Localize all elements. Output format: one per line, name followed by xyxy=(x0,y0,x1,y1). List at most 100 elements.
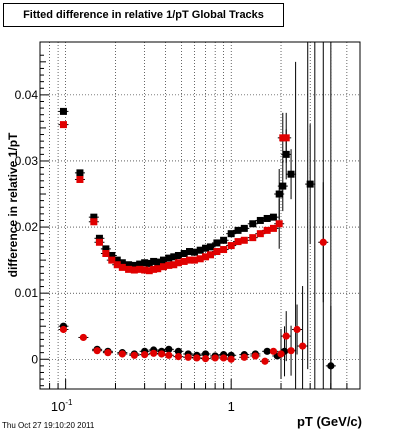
square-marker xyxy=(145,267,153,275)
square-marker xyxy=(249,220,257,228)
square-marker xyxy=(108,256,116,264)
circle-marker xyxy=(277,350,285,358)
square-marker xyxy=(118,263,126,271)
square-marker xyxy=(220,236,228,244)
square-marker xyxy=(102,250,110,258)
circle-marker xyxy=(282,332,290,340)
square-marker xyxy=(141,259,149,267)
square-marker xyxy=(256,216,264,224)
circle-marker xyxy=(184,353,192,361)
square-marker xyxy=(227,242,235,250)
square-marker xyxy=(150,265,158,273)
square-marker xyxy=(154,258,162,266)
square-marker xyxy=(220,246,228,254)
square-marker xyxy=(275,190,283,198)
square-marker xyxy=(118,259,126,267)
circle-marker xyxy=(174,353,183,361)
square-marker xyxy=(165,254,173,262)
circle-marker xyxy=(211,354,219,362)
circle-marker xyxy=(251,352,259,360)
axes: 0 0.01 0.02 0.03 0.04 10-1 1 xyxy=(15,54,361,414)
circle-marker xyxy=(130,351,138,359)
square-marker xyxy=(249,234,257,242)
y-tick-label: 0.03 xyxy=(15,154,39,168)
x-tick-label: 1 xyxy=(228,399,235,414)
square-marker xyxy=(145,259,153,267)
circle-marker xyxy=(227,355,235,363)
circle-marker xyxy=(319,238,327,246)
square-marker xyxy=(190,256,198,264)
square-marker xyxy=(130,266,138,274)
x-axis-label: pT (GeV/c) xyxy=(297,414,362,429)
square-marker xyxy=(90,213,98,221)
circle-marker xyxy=(165,351,173,359)
square-marker xyxy=(234,238,242,246)
square-marker xyxy=(95,238,103,246)
square-marker xyxy=(287,170,295,178)
square-marker xyxy=(170,261,178,269)
y-axis-label: difference in relative 1/pT xyxy=(6,132,20,277)
circle-marker xyxy=(293,325,301,334)
circle-marker xyxy=(263,347,271,355)
square-marker xyxy=(170,253,178,261)
square-marker xyxy=(136,260,144,268)
circle-marker xyxy=(93,347,101,355)
square-marker xyxy=(102,245,110,253)
circle-marker xyxy=(118,350,126,358)
square-marker xyxy=(196,255,204,263)
square-marker xyxy=(59,107,67,115)
square-marker xyxy=(125,261,133,269)
square-marker xyxy=(95,234,103,242)
square-marker xyxy=(279,182,287,190)
data-points xyxy=(59,107,335,370)
square-marker xyxy=(180,257,188,265)
square-marker xyxy=(240,236,248,244)
square-marker xyxy=(125,265,133,273)
square-marker xyxy=(263,214,271,222)
square-marker xyxy=(108,251,116,259)
circle-marker xyxy=(104,349,112,357)
square-marker xyxy=(275,220,283,228)
square-marker xyxy=(185,248,193,256)
error-bars xyxy=(58,42,336,389)
square-marker xyxy=(207,251,215,259)
circle-marker xyxy=(327,362,335,370)
circle-marker xyxy=(193,354,201,362)
timestamp: Thu Oct 27 19:10:20 2011 xyxy=(2,421,95,430)
circle-marker xyxy=(158,350,166,358)
square-marker xyxy=(76,175,84,183)
square-marker xyxy=(202,244,210,252)
circle-marker xyxy=(220,354,228,362)
square-marker xyxy=(306,180,314,188)
square-marker xyxy=(185,256,193,264)
circle-marker xyxy=(79,333,87,342)
square-marker xyxy=(136,265,144,273)
square-marker xyxy=(282,134,290,142)
square-marker xyxy=(113,256,121,264)
square-marker xyxy=(180,250,188,258)
square-marker xyxy=(196,246,204,254)
square-marker xyxy=(174,259,182,267)
x-tick-label: 10-1 xyxy=(51,398,73,414)
square-marker xyxy=(269,213,277,221)
square-marker xyxy=(190,248,198,256)
square-marker xyxy=(240,224,248,232)
circle-marker xyxy=(261,357,269,365)
circle-marker xyxy=(165,345,173,353)
square-marker xyxy=(159,263,167,271)
square-marker xyxy=(130,261,138,269)
square-marker xyxy=(159,256,167,264)
circle-marker xyxy=(287,347,295,355)
square-marker xyxy=(90,218,98,226)
y-tick-label: 0.02 xyxy=(15,220,39,234)
square-marker xyxy=(59,121,67,129)
square-marker xyxy=(174,251,182,259)
circle-marker xyxy=(269,347,278,355)
y-tick-label: 0.01 xyxy=(15,286,39,300)
circle-marker xyxy=(201,354,210,363)
circle-marker xyxy=(174,347,183,355)
square-marker xyxy=(234,226,242,234)
square-marker xyxy=(213,248,221,256)
circle-marker xyxy=(150,349,158,357)
